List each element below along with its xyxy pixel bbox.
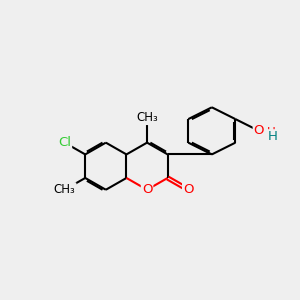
Text: H: H [267, 126, 276, 139]
Text: Cl: Cl [58, 136, 71, 149]
Text: O: O [142, 183, 152, 196]
Text: CH₃: CH₃ [54, 183, 76, 196]
Text: O: O [183, 183, 194, 196]
Text: CH₃: CH₃ [136, 111, 158, 124]
Text: H: H [267, 130, 277, 143]
Text: O: O [254, 124, 264, 137]
